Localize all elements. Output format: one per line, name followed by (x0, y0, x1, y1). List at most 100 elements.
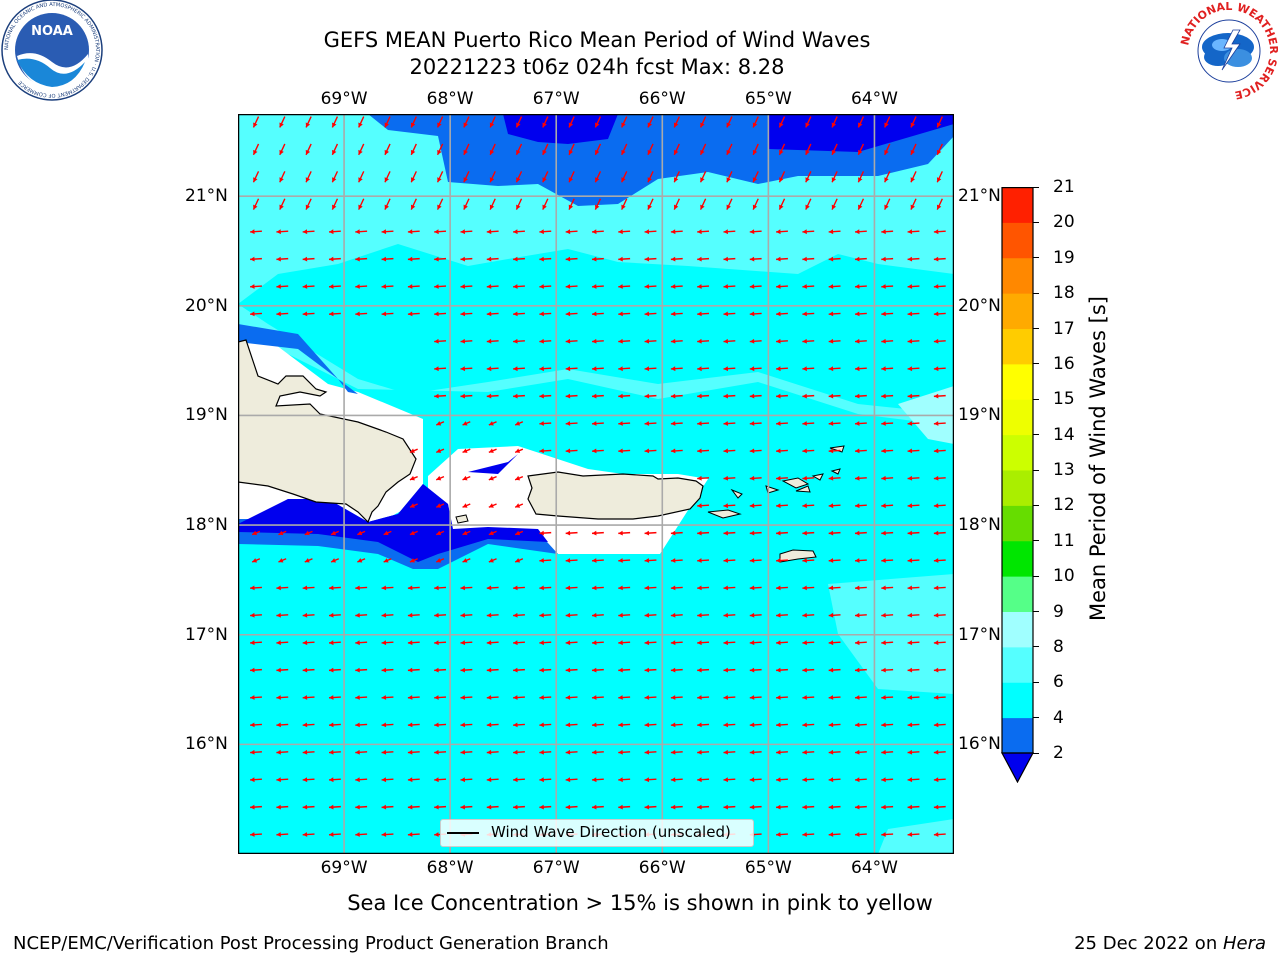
wind-wave-arrow (697, 558, 710, 563)
wind-wave-arrow (699, 116, 707, 128)
colorbar-segment (1002, 187, 1033, 223)
wind-wave-arrow (828, 667, 841, 673)
wind-wave-arrow (618, 393, 631, 399)
wind-wave-arrow (697, 640, 710, 646)
wind-wave-arrow (565, 530, 578, 536)
wind-wave-arrow (907, 612, 920, 618)
wind-wave-arrow (933, 503, 946, 509)
wind-wave-arrow (302, 804, 315, 810)
wind-wave-arrow (752, 198, 759, 210)
wind-wave-arrow (618, 749, 631, 755)
wind-wave-arrow (488, 475, 497, 481)
wind-wave-arrow (881, 777, 894, 783)
wind-wave-arrow (884, 116, 891, 128)
wind-wave-arrow (486, 695, 499, 700)
wind-wave-arrow (539, 612, 552, 618)
wind-wave-arrow (776, 777, 788, 783)
wind-wave-arrow (618, 777, 631, 783)
wind-wave-arrow (644, 256, 657, 262)
wind-wave-arrow (857, 116, 865, 128)
wind-wave-arrow (933, 777, 946, 783)
wind-wave-arrow (670, 695, 683, 700)
wind-wave-arrow (805, 143, 812, 156)
wind-wave-arrow (355, 832, 368, 837)
wind-wave-arrow (907, 722, 920, 728)
wind-wave-arrow (252, 198, 260, 210)
wind-wave-arrow (304, 558, 313, 563)
wind-wave-arrow (854, 475, 867, 481)
colorbar-segment (1002, 682, 1033, 719)
wind-wave-arrow (933, 832, 946, 837)
wind-wave-arrow (749, 338, 762, 344)
wind-wave-arrow (357, 558, 366, 563)
wind-wave-arrow (828, 777, 841, 783)
wind-wave-arrow (434, 229, 447, 235)
wind-wave-arrow (591, 777, 604, 783)
wind-wave-arrow (460, 284, 473, 289)
wind-wave-arrow (355, 695, 368, 700)
wind-wave-arrow (749, 722, 762, 728)
wind-wave-arrow (542, 198, 549, 210)
lat-tick-label: 17°N (185, 624, 228, 645)
wind-wave-arrow (749, 475, 762, 481)
wind-wave-arrow (644, 777, 657, 783)
wind-wave-arrow (513, 777, 525, 783)
wind-wave-arrow (749, 695, 762, 700)
wind-wave-arrow (276, 311, 289, 317)
wind-wave-arrow (854, 421, 867, 426)
wind-wave-arrow (409, 475, 418, 481)
wind-wave-arrow (434, 749, 447, 755)
wind-wave-arrow (462, 475, 471, 481)
wind-wave-arrow (302, 832, 315, 837)
wind-wave-arrow (644, 393, 657, 399)
wind-wave-arrow (357, 530, 366, 536)
wind-wave-arrow (278, 558, 287, 563)
colorbar-tick (1033, 504, 1039, 506)
wind-wave-arrow (726, 198, 733, 210)
wind-wave-arrow (670, 229, 683, 235)
wind-wave-arrow (355, 229, 368, 235)
wind-wave-arrow (749, 749, 762, 755)
wind-wave-arrow (328, 777, 341, 783)
colorbar-tick (1033, 681, 1039, 683)
wind-wave-arrow (644, 366, 657, 372)
wind-wave-arrow (384, 198, 391, 210)
wind-wave-arrow (252, 116, 260, 128)
wind-wave-arrow (670, 530, 683, 536)
wind-wave-arrow (723, 421, 736, 426)
wind-wave-arrow (462, 530, 471, 536)
wind-wave-arrow (279, 143, 286, 156)
wind-wave-arrow (644, 695, 657, 700)
wind-wave-arrow (881, 832, 894, 837)
wind-wave-arrow (539, 366, 552, 372)
wind-wave-arrow (513, 284, 525, 289)
wind-wave-arrow (276, 667, 289, 673)
colorbar-label: 11 (1053, 530, 1075, 551)
wind-wave-arrow (305, 143, 312, 156)
wind-wave-arrow (489, 171, 496, 183)
lat-tick-label: 21°N (958, 186, 1001, 207)
wind-wave-arrow (673, 171, 680, 183)
legend-label: Wind Wave Direction (unscaled) (491, 823, 731, 841)
wind-wave-arrow (618, 366, 631, 372)
map-legend: Wind Wave Direction (unscaled) (440, 819, 754, 847)
wind-wave-arrow (250, 284, 262, 289)
wind-wave-arrow (407, 311, 420, 317)
nws-logo: NATIONAL WEATHER SERVICE (1178, 0, 1280, 102)
colorbar-label: 21 (1053, 177, 1075, 197)
wind-wave-arrow (591, 722, 604, 728)
wind-wave-arrow (776, 530, 788, 536)
wind-wave-arrow (881, 284, 894, 289)
wind-wave-arrow (802, 558, 815, 563)
wind-wave-arrow (486, 229, 499, 235)
wind-wave-arrow (434, 256, 447, 262)
wind-wave-arrow (828, 503, 841, 509)
wind-wave-arrow (539, 558, 552, 563)
wind-wave-arrow (276, 804, 289, 810)
wind-wave-arrow (854, 695, 867, 700)
colorbar-label: 14 (1053, 424, 1075, 445)
wind-wave-arrow (513, 804, 525, 810)
wind-wave-arrow (936, 198, 943, 210)
wind-wave-arrow (434, 585, 447, 591)
wind-wave-arrow (854, 366, 867, 372)
